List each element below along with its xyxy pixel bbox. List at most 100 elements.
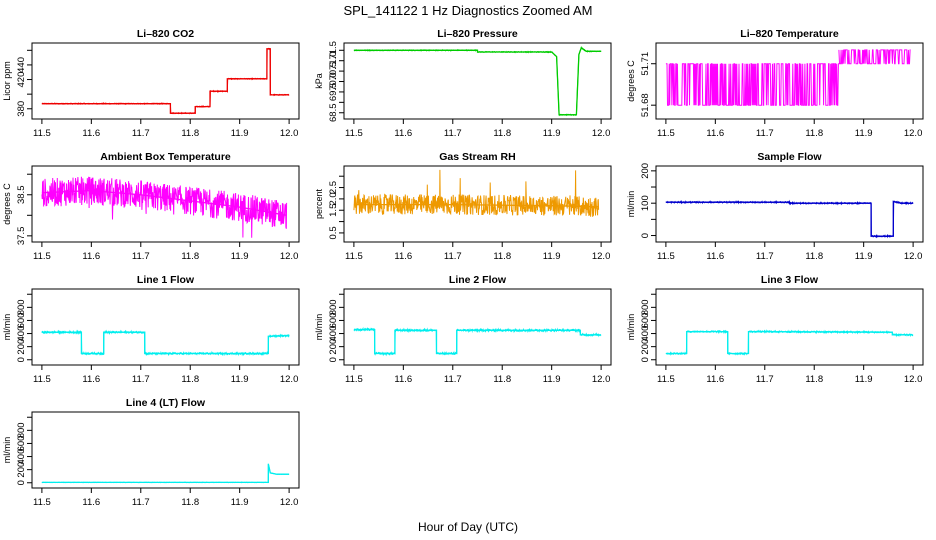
y-tick-label: 0 [640,357,651,362]
y-tick-label: 200 [640,163,651,179]
x-tick-label: 11.6 [82,497,100,508]
panel-2: Li–820 Pressure 11.5 11.6 11.7 11.8 11.9 12.0 6… [314,28,612,139]
x-tick-label: 12.0 [280,251,299,262]
y-tick-label: 800 [16,422,27,438]
panel-title: Sample Flow [757,151,822,163]
x-tick-label: 12.0 [904,374,923,385]
y-tick-label: 2.5 [328,181,339,194]
x-tick-label: 12.0 [280,497,299,508]
series-line [838,49,875,65]
x-tick-label: 11.8 [181,128,199,139]
panel-title: Ambient Box Temperature [100,151,231,163]
y-tick-label: 0 [328,357,339,362]
y-tick-label: 600 [16,313,27,329]
y-axis-label: degrees C [626,60,636,102]
y-tick-label: 0 [16,357,27,362]
y-axis-label: ml/min [626,314,636,341]
x-tick-label: 11.8 [181,374,199,385]
panel-4: Ambient Box Temperature 11.5 11.6 11.7 11.8 1… [2,151,300,262]
y-tick-label: 68.5 [328,104,339,123]
y-tick-label: 2.0 [328,192,339,205]
series-line [665,199,914,239]
x-tick-label: 11.7 [132,251,150,262]
series-line [665,63,839,106]
y-tick-label: 37.5 [16,227,27,246]
data-series [41,329,290,357]
y-tick-label: 380 [16,101,27,117]
x-tick-label: 11.6 [82,128,100,139]
plot-frame [343,288,612,366]
data-series [665,329,914,356]
series-step-line [665,200,914,237]
plot-frame [31,288,300,366]
x-tick-label: 11.8 [805,374,823,385]
plot-frame [343,165,612,243]
y-tick-label: 400 [640,326,651,342]
x-tick-label: 11.6 [706,374,724,385]
x-tick-label: 11.9 [231,251,249,262]
x-tick-label: 11.9 [543,251,561,262]
y-tick-label: 600 [328,313,339,329]
x-tick-label: 11.5 [345,128,363,139]
data-series [665,49,911,106]
x-tick-label: 11.8 [493,128,511,139]
x-tick-label: 11.9 [231,374,249,385]
data-series [41,47,290,115]
x-tick-label: 11.5 [33,128,51,139]
x-tick-label: 12.0 [280,374,299,385]
x-tick-label: 11.8 [493,374,511,385]
x-tick-label: 11.9 [543,374,561,385]
plot-frame [655,42,924,120]
series-step-line [41,189,287,216]
x-tick-label: 11.8 [805,251,823,262]
data-series [41,176,288,238]
y-tick-label: 70.5 [328,62,339,81]
y-tick-label: 200 [328,339,339,355]
series-line [873,49,911,65]
x-tick-label: 11.9 [855,251,873,262]
series-line [353,169,600,217]
y-axis-label: ml/min [626,191,636,218]
x-tick-label: 11.9 [543,128,561,139]
x-tick-label: 11.9 [855,128,873,139]
data-series [353,169,600,217]
x-tick-label: 12.0 [592,251,611,262]
x-tick-label: 11.7 [132,128,150,139]
y-tick-label: 200 [640,339,651,355]
y-tick-label: 440 [16,57,27,73]
x-tick-label: 11.6 [82,374,100,385]
y-tick-label: 70.0 [328,72,339,91]
y-axis-label: percent [314,188,324,219]
x-tick-label: 11.9 [231,497,249,508]
y-tick-label: 0 [16,480,27,485]
series-step-line [665,330,914,355]
x-tick-label: 11.5 [33,374,51,385]
y-tick-label: 400 [16,326,27,342]
x-tick-label: 11.8 [181,497,199,508]
series-step-line [353,328,602,355]
y-tick-label: 600 [640,313,651,329]
x-tick-label: 11.6 [706,251,724,262]
x-tick-label: 11.5 [657,128,675,139]
x-tick-label: 11.7 [444,251,462,262]
chart-panels: Li–820 CO2 11.5 11.6 11.7 11.8 11.9 12.0 380 420… [2,28,924,508]
y-tick-label: 400 [328,326,339,342]
y-tick-label: 800 [16,299,27,315]
x-tick-label: 11.5 [345,251,363,262]
panel-title: Li–820 CO2 [137,28,194,40]
x-tick-label: 12.0 [592,128,611,139]
y-tick-label: 0.5 [328,226,339,239]
x-tick-label: 12.0 [904,128,923,139]
y-axis-label: ml/min [314,314,324,341]
x-tick-label: 11.7 [756,128,774,139]
y-tick-label: 200 [16,339,27,355]
panel-title: Line 1 Flow [137,274,195,286]
x-tick-label: 11.5 [345,374,363,385]
y-tick-label: 51.68 [640,93,651,117]
x-tick-label: 11.5 [657,251,675,262]
x-tick-label: 11.7 [132,497,150,508]
panel-title: Li–820 Temperature [740,28,839,40]
plot-frame [31,165,300,243]
y-tick-label: 71.0 [328,51,339,70]
